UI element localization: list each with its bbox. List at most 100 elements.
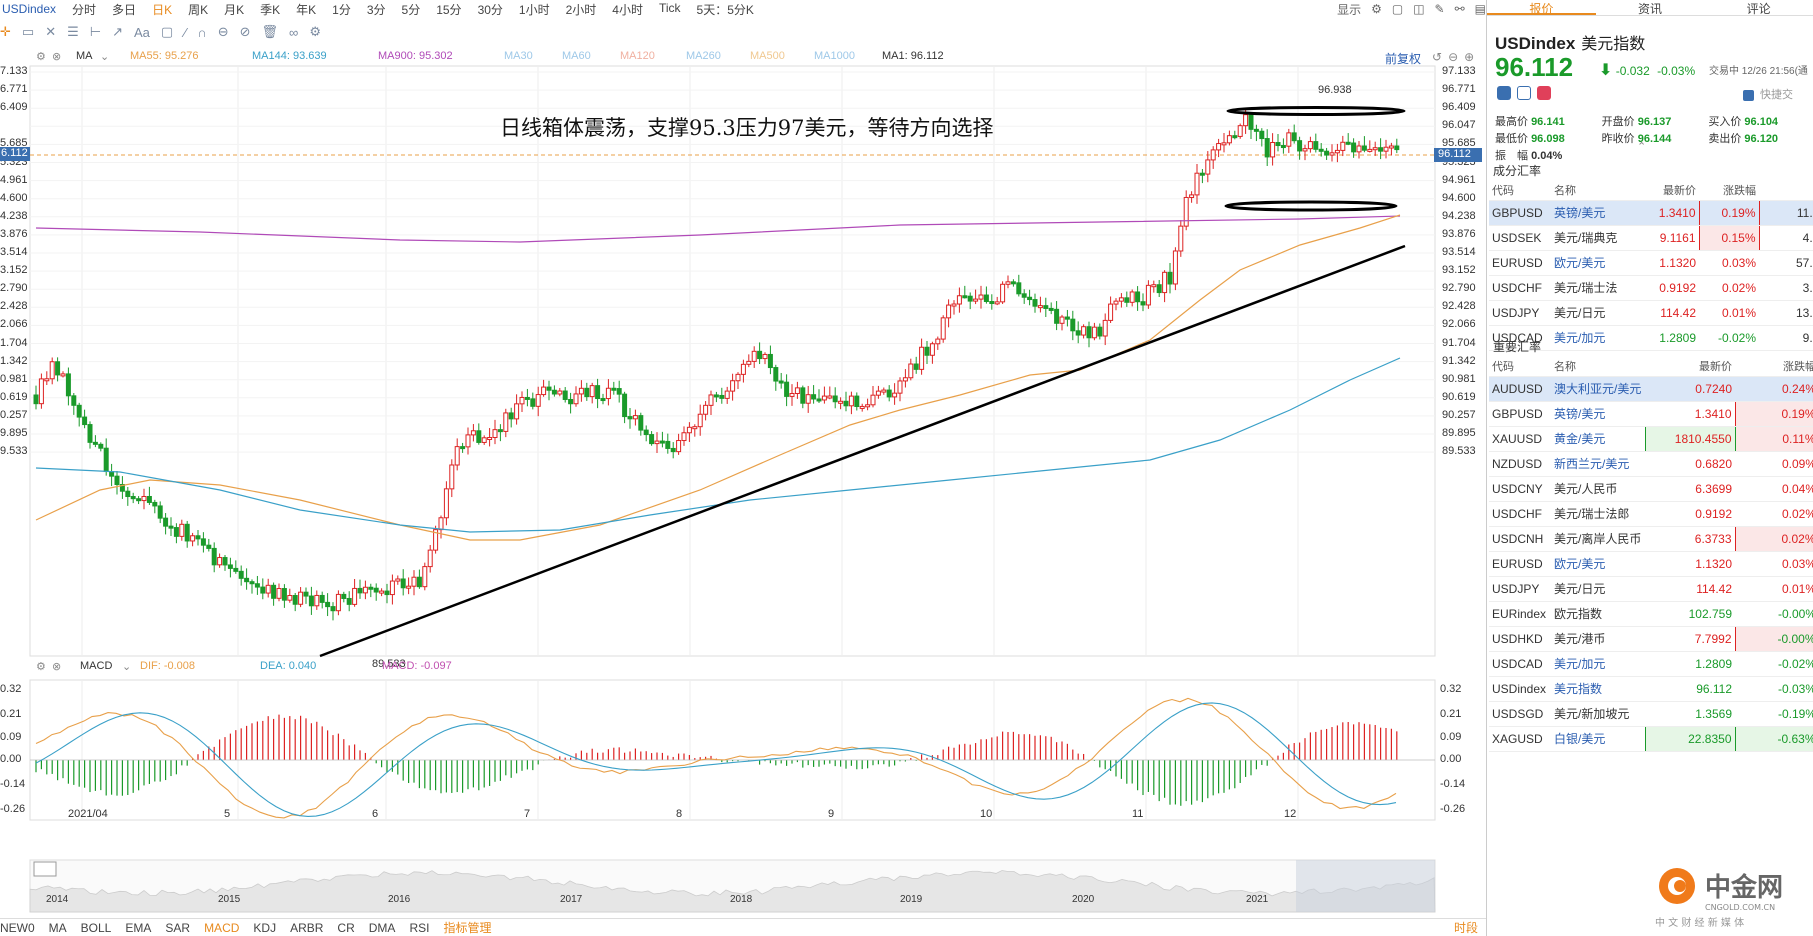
- indicator-8[interactable]: CR: [337, 920, 355, 935]
- column-header[interactable]: 最新价: [1629, 180, 1699, 201]
- indicator-4[interactable]: SAR: [165, 920, 191, 935]
- pen-icon[interactable]: ✎: [1434, 2, 1445, 16]
- table-row[interactable]: USDCNY 美元/人民币 6.3699 0.04%: [1489, 476, 1813, 502]
- table-row[interactable]: XAGUSD 白银/美元 22.8350 -0.63%: [1489, 725, 1813, 752]
- indicator-0[interactable]: NEW0: [0, 920, 35, 935]
- cursor-icon[interactable]: ✛: [0, 24, 11, 39]
- table-row[interactable]: NZDUSD 新西兰元/美元 0.6820 0.09%: [1489, 451, 1813, 477]
- indicator-1[interactable]: MA: [48, 920, 67, 935]
- table-row[interactable]: USDHKD 美元/港币 7.7992 -0.00%: [1489, 625, 1813, 652]
- ma-type[interactable]: MA: [76, 50, 93, 62]
- table-row[interactable]: USDCAD 美元/加元 1.2809 -0.02%: [1489, 651, 1813, 677]
- cross-icon[interactable]: ✕: [45, 24, 57, 39]
- table-row[interactable]: AUDUSD 澳大利亚元/美元 0.7240 0.24%: [1489, 376, 1813, 402]
- chart-settings-icon[interactable]: ⚙: [36, 51, 46, 63]
- indicator-10[interactable]: RSI: [409, 920, 430, 935]
- ma-item-8[interactable]: MA1000: [814, 50, 855, 62]
- column-header[interactable]: 代码: [1489, 180, 1551, 201]
- table-row[interactable]: EURindex 欧元指数 102.759 -0.00%: [1489, 601, 1813, 627]
- quick-trade[interactable]: 快捷交: [1743, 86, 1793, 102]
- ma-item-6[interactable]: MA260: [686, 50, 721, 62]
- list-icon[interactable]: ☰: [67, 24, 79, 39]
- column-header[interactable]: 最新价: [1645, 356, 1735, 377]
- comment-icon[interactable]: ▢: [160, 24, 174, 39]
- layout-icon[interactable]: ▢: [1391, 2, 1404, 16]
- timeframe-2[interactable]: 日K: [152, 2, 173, 17]
- table-row[interactable]: USDJPY 美元/日元 114.42 0.01%: [1489, 576, 1813, 602]
- glasses-icon[interactable]: ∞: [289, 24, 299, 40]
- indicator-7[interactable]: ARBR: [290, 920, 324, 935]
- display-menu[interactable]: 显示: [1337, 2, 1362, 17]
- column-header[interactable]: 涨跌幅: [1735, 356, 1813, 377]
- column-header[interactable]: 名称: [1551, 180, 1629, 201]
- link-icon[interactable]: ⚯: [1454, 2, 1465, 16]
- indicator-3[interactable]: EMA: [125, 920, 152, 935]
- column-header[interactable]: 涨跌幅: [1699, 180, 1759, 201]
- table-row[interactable]: USDindex 美元指数 96.112 -0.03%: [1489, 676, 1813, 702]
- gear-icon[interactable]: ⚙: [309, 24, 321, 39]
- settings-icon[interactable]: ⚙: [1371, 2, 1382, 16]
- collapse-chevron-icon[interactable]: ⌃: [1637, 141, 1647, 153]
- timeframe-7[interactable]: 1分: [332, 2, 351, 17]
- macd-close-icon[interactable]: ⊗: [52, 661, 62, 673]
- table-row[interactable]: USDSGD 美元/新加坡元 1.3569 -0.19%: [1489, 701, 1813, 727]
- price-chart[interactable]: [0, 0, 1486, 936]
- column-header[interactable]: 权: [1759, 180, 1813, 201]
- eye-off-icon[interactable]: ⊘: [239, 24, 251, 39]
- globe-icon[interactable]: [1497, 86, 1511, 100]
- ma-item-0[interactable]: MA55: 95.276: [130, 50, 199, 62]
- ma-item-4[interactable]: MA60: [562, 50, 591, 62]
- indicator-11[interactable]: 指标管理: [443, 921, 492, 935]
- table-row[interactable]: USDCNH 美元/离岸人民币 6.3733 0.02%: [1489, 525, 1813, 552]
- ma-item-7[interactable]: MA500: [750, 50, 785, 62]
- magnet-icon[interactable]: ∩: [197, 24, 207, 40]
- timeframe-15[interactable]: Tick: [658, 0, 681, 15]
- timeframe-6[interactable]: 年K: [296, 2, 317, 17]
- macd-type[interactable]: MACD: [80, 660, 113, 672]
- doc-icon[interactable]: ▤: [1474, 2, 1486, 16]
- table-row[interactable]: USDCHF 美元/瑞士法郎 0.9192 0.02%: [1489, 501, 1813, 527]
- link-chain-icon[interactable]: ⊖: [217, 24, 229, 39]
- calendar-icon[interactable]: [1517, 86, 1531, 100]
- timeframe-16[interactable]: 5天：5分K: [696, 2, 754, 17]
- timeframe-4[interactable]: 月K: [224, 2, 245, 17]
- macd-chevron-icon[interactable]: ⌄: [122, 661, 132, 673]
- tree-icon[interactable]: ⊢: [89, 24, 102, 39]
- timeframe-3[interactable]: 周K: [188, 2, 209, 17]
- rect-select-icon[interactable]: ▭: [21, 24, 35, 39]
- symbol-selector[interactable]: USDindex: [2, 2, 57, 16]
- minus-icon[interactable]: ⊖: [1448, 50, 1459, 64]
- indicator-2[interactable]: BOLL: [80, 920, 112, 935]
- ma-item-3[interactable]: MA30: [504, 50, 533, 62]
- timeframe-9[interactable]: 5分: [401, 2, 421, 17]
- arrow-icon[interactable]: ↗: [112, 24, 123, 39]
- table-row[interactable]: XAUUSD 黄金/美元 1810.4550 0.11%: [1489, 425, 1813, 452]
- restore-icon[interactable]: ↺: [1432, 50, 1443, 64]
- timeframe-10[interactable]: 15分: [436, 2, 462, 17]
- plus-icon[interactable]: ⊕: [1464, 50, 1475, 64]
- period-button[interactable]: 时段: [1453, 921, 1478, 935]
- ma-item-5[interactable]: MA120: [620, 50, 655, 62]
- trash-icon[interactable]: 🗑: [261, 24, 279, 39]
- heart-icon[interactable]: [1537, 86, 1551, 100]
- camera-icon[interactable]: ◫: [1413, 2, 1425, 16]
- close-indicator-icon[interactable]: ⊗: [52, 51, 62, 63]
- pencil-icon[interactable]: ⁄: [184, 24, 187, 40]
- timeframe-0[interactable]: 分时: [72, 2, 97, 17]
- panel-tab-1[interactable]: 资讯: [1638, 2, 1663, 16]
- indicator-9[interactable]: DMA: [368, 920, 396, 935]
- panel-tab-0[interactable]: 报价: [1487, 0, 1596, 16]
- timeframe-8[interactable]: 3分: [366, 2, 386, 17]
- panel-tab-2[interactable]: 评论: [1746, 2, 1771, 16]
- timeframe-5[interactable]: 季K: [260, 2, 281, 17]
- adjust-mode[interactable]: 前复权: [1385, 52, 1422, 66]
- table-row[interactable]: GBPUSD 英镑/美元 1.3410 0.19%: [1489, 400, 1813, 427]
- timeframe-14[interactable]: 4小时: [612, 2, 643, 17]
- ma-item-2[interactable]: MA900: 95.302: [378, 50, 453, 62]
- ma-item-1[interactable]: MA144: 93.639: [252, 50, 327, 62]
